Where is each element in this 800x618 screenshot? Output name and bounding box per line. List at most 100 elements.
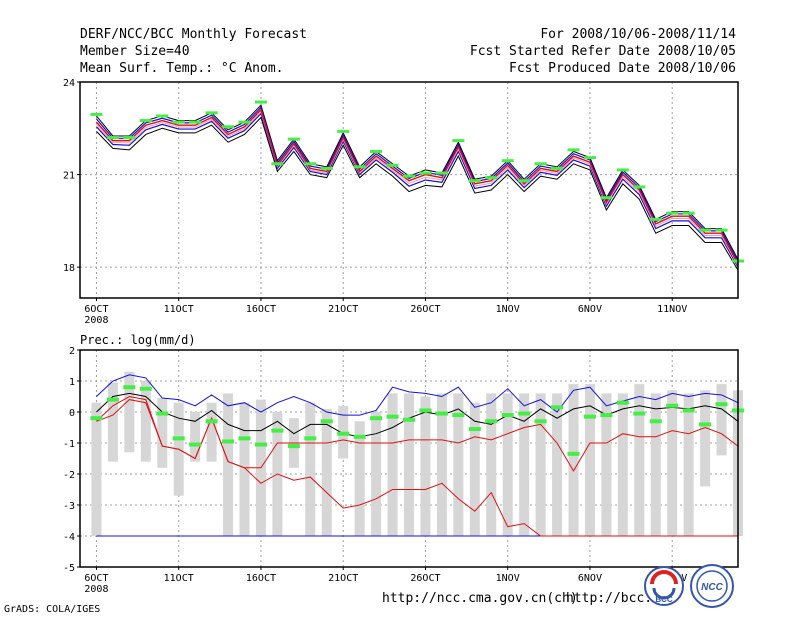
temp-observed-mark-23 [468, 179, 481, 183]
ncc-logo-icon: NCC [690, 564, 734, 608]
panel2-ytick-label-2: -3 [63, 501, 75, 512]
precip-box-24 [486, 393, 497, 536]
precip-box-4 [157, 398, 168, 468]
precip-observed-mark-5 [172, 436, 185, 441]
precip-box-0 [91, 402, 102, 536]
precip-box-20 [420, 396, 431, 536]
precip-observed-mark-22 [452, 413, 465, 418]
precip-line-mean [96, 392, 739, 438]
precip-observed-mark-21 [435, 411, 448, 416]
precip-observed-mark-12 [287, 444, 300, 449]
precip-box-37 [700, 390, 711, 487]
panel2-ytick-label-1: -4 [63, 532, 75, 543]
precip-box-19 [404, 393, 414, 536]
bcc-logo-icon: BCC [644, 566, 684, 606]
figure-title: DERF/NCC/BCC Monthly Forecast [80, 27, 307, 42]
ncc-logo-text: NCC [701, 582, 723, 593]
temp-observed-mark-20 [419, 171, 432, 175]
precip-box-22 [453, 393, 464, 536]
precip-box-2 [124, 371, 135, 453]
precip-box-25 [502, 393, 513, 536]
temp-observed-mark-5 [172, 120, 185, 124]
temp-observed-mark-28 [551, 166, 564, 170]
temp-line-upper-blue [95, 106, 739, 263]
precip-observed-mark-24 [485, 419, 498, 424]
panel2-xtick-label-1: 11OCT [164, 573, 194, 584]
temp-observed-mark-0 [90, 112, 103, 116]
precip-observed-mark-33 [633, 411, 646, 416]
precip-box-13 [305, 402, 316, 536]
precip-box-29 [568, 384, 579, 536]
precip-observed-mark-8 [222, 439, 235, 444]
temp-observed-mark-31 [600, 196, 613, 200]
precip-box-23 [469, 402, 480, 536]
precip-observed-mark-13 [304, 436, 317, 441]
temp-observed-mark-13 [304, 162, 317, 166]
temp-line-lower-outer [96, 116, 739, 271]
panel2-xtick-label-4: 26OCT [410, 573, 440, 584]
temp-observed-mark-27 [534, 162, 547, 166]
forecast-started-date: Fcst Started Refer Date 2008/10/05 [469, 44, 736, 59]
precip-observed-mark-27 [534, 419, 547, 424]
precip-box-16 [354, 421, 365, 536]
footer-url-ncc[interactable]: http://ncc.cma.gov.cn(ch) [382, 591, 578, 606]
precip-box-33 [634, 384, 645, 536]
precip-observed-mark-9 [238, 436, 251, 441]
panel1-xtick-label-1: 11OCT [164, 304, 194, 315]
panel1-xtick-label-6: 6NOV [578, 304, 602, 315]
panel1-xtick-label-5: 1NOV [496, 304, 520, 315]
panel2-xtick-sublabel-0: 2008 [84, 584, 108, 595]
panel1-ytick-label-0: 18 [63, 263, 75, 274]
precip-box-32 [617, 393, 628, 536]
precip-box-35 [667, 390, 678, 536]
temp-observed-mark-6 [189, 120, 202, 124]
temp-observed-mark-11 [271, 162, 284, 166]
precip-box-28 [552, 393, 563, 536]
panel1-xtick-label-3: 21OCT [328, 304, 358, 315]
temp-observed-mark-22 [452, 139, 465, 143]
precip-observed-mark-3 [139, 386, 152, 391]
temp-observed-mark-18 [386, 163, 399, 167]
precip-observed-mark-30 [583, 414, 596, 419]
precip-observed-mark-6 [189, 442, 202, 447]
temp-observed-mark-16 [353, 165, 366, 169]
precip-observed-mark-37 [699, 422, 712, 427]
panel2-xtick-label-5: 1NOV [496, 573, 520, 584]
temp-observed-mark-8 [222, 125, 235, 129]
precip-line-lower [96, 399, 739, 472]
precip-observed-mark-17 [370, 416, 383, 421]
precip-box-31 [601, 393, 612, 536]
panel2-xtick-label-2: 16OCT [246, 573, 276, 584]
precip-box-38 [716, 384, 727, 456]
temp-observed-mark-38 [715, 228, 728, 232]
precip-panel-frame [79, 349, 739, 568]
member-size: Member Size=40 [80, 44, 190, 59]
panel2-ytick-label-5: 0 [69, 408, 75, 419]
panel2-xtick-label-3: 21OCT [328, 573, 358, 584]
precip-observed-mark-19 [403, 417, 415, 422]
precip-box-34 [650, 393, 661, 536]
panel1-xtick-label-0: 6OCT [84, 304, 108, 315]
panel1-ytick-label-1: 21 [63, 171, 75, 182]
temp-observed-mark-34 [649, 217, 662, 221]
precip-observed-mark-10 [254, 442, 267, 447]
panel2-xtick-label-6: 6NOV [578, 573, 602, 584]
temp-observed-mark-33 [633, 185, 646, 189]
precip-box-30 [584, 384, 595, 536]
footer-url-bcc[interactable]: http://bcc.c [566, 591, 660, 606]
temp-observed-mark-25 [501, 159, 514, 163]
temp-line-lower-pink [96, 110, 739, 266]
temp-observed-mark-35 [666, 211, 679, 215]
precip-observed-mark-11 [271, 428, 284, 433]
forecast-produced-date: Fcst Produced Date 2008/10/06 [509, 61, 736, 76]
precip-box-26 [519, 393, 530, 536]
forecast-period: For 2008/10/06-2008/11/14 [540, 27, 736, 42]
panel2-xtick-label-0: 6OCT [84, 573, 108, 584]
precip-observed-mark-16 [353, 434, 366, 439]
precip-observed-mark-35 [666, 403, 679, 408]
precip-observed-mark-18 [386, 414, 399, 419]
precip-box-1 [107, 382, 118, 462]
logos: BCC NCC [644, 564, 734, 608]
